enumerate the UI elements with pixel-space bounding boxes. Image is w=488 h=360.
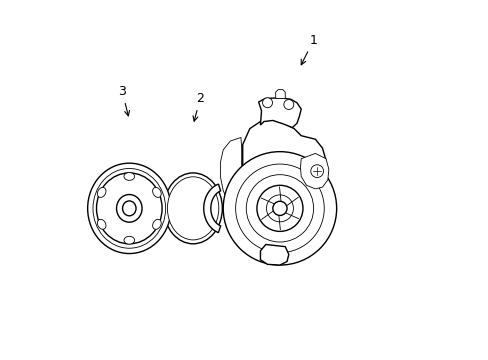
Polygon shape [258,98,301,127]
Circle shape [272,201,286,215]
Ellipse shape [96,173,162,244]
Circle shape [262,98,272,108]
Text: 1: 1 [301,33,317,65]
Circle shape [266,195,293,222]
Ellipse shape [116,194,142,222]
Ellipse shape [93,168,165,248]
Circle shape [235,164,324,253]
Ellipse shape [97,188,106,197]
Ellipse shape [122,201,136,216]
Polygon shape [242,120,325,247]
Ellipse shape [124,237,134,244]
Polygon shape [203,184,220,233]
Ellipse shape [163,173,222,244]
Circle shape [283,100,293,109]
Circle shape [256,185,303,231]
Text: 3: 3 [118,85,129,116]
Ellipse shape [124,172,134,180]
Circle shape [246,175,313,242]
Circle shape [310,165,323,177]
Ellipse shape [152,188,161,197]
Circle shape [223,152,336,265]
Polygon shape [260,244,288,265]
Text: 2: 2 [193,92,203,121]
Ellipse shape [97,219,106,229]
Ellipse shape [87,163,171,253]
Polygon shape [275,90,285,99]
Polygon shape [300,153,328,189]
Polygon shape [220,138,241,219]
Ellipse shape [167,177,218,240]
Ellipse shape [152,219,161,229]
